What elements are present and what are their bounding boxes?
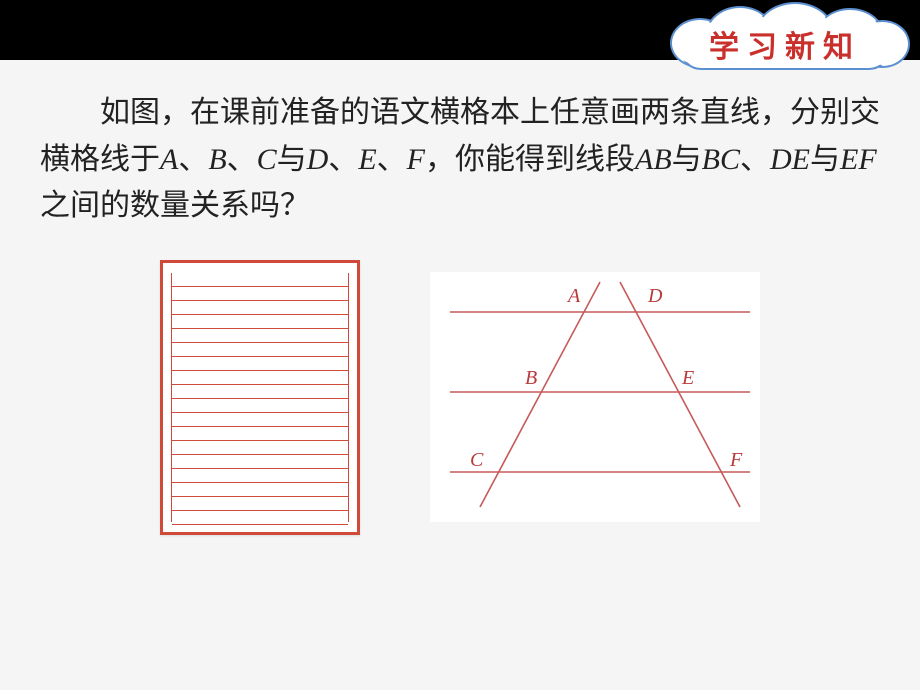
with2: 与 <box>672 143 702 176</box>
with: 与 <box>277 143 307 176</box>
notebook-line <box>172 371 348 385</box>
notebook-line <box>172 343 348 357</box>
with3: 与 <box>810 143 840 176</box>
notebook-line <box>172 315 348 329</box>
text-part2: ，你能得到线段 <box>425 143 635 176</box>
svg-text:C: C <box>470 449 484 471</box>
notebook-line <box>172 455 348 469</box>
figures-row: A D B E C F <box>40 260 880 535</box>
svg-text:B: B <box>525 367 537 389</box>
notebook-line <box>172 273 348 287</box>
label-E: E <box>358 143 376 176</box>
top-bar: 学习新知 <box>0 0 920 60</box>
badge-cloud: 学习新知 <box>670 6 900 76</box>
notebook-line <box>172 483 348 497</box>
notebook-line <box>172 497 348 511</box>
content-area: 如图，在课前准备的语文横格本上任意画两条直线，分别交横格线于A、B、C与D、E、… <box>0 60 920 535</box>
main-paragraph: 如图，在课前准备的语文横格本上任意画两条直线，分别交横格线于A、B、C与D、E、… <box>40 90 880 230</box>
notebook-line <box>172 413 348 427</box>
svg-text:D: D <box>647 285 663 307</box>
label-A: A <box>160 143 178 176</box>
label-AB: AB <box>635 143 672 176</box>
notebook-line <box>172 511 348 525</box>
notebook-line <box>172 301 348 315</box>
sep4: 、 <box>377 143 407 176</box>
text-part3: 之间的数量关系吗？ <box>40 189 310 222</box>
badge-text: 学习新知 <box>670 22 900 66</box>
notebook-line <box>172 385 348 399</box>
notebook-line <box>172 427 348 441</box>
label-B: B <box>208 143 226 176</box>
notebook-line <box>172 329 348 343</box>
notebook-line <box>172 357 348 371</box>
sep1: 、 <box>178 143 208 176</box>
svg-text:E: E <box>681 367 694 389</box>
diagram-svg: A D B E C F <box>430 272 760 522</box>
label-BC: BC <box>702 143 740 176</box>
sep3: 、 <box>328 143 358 176</box>
label-C: C <box>257 143 277 176</box>
svg-text:F: F <box>729 449 743 471</box>
label-F: F <box>407 143 425 176</box>
notebook-line <box>172 399 348 413</box>
notebook-line <box>172 287 348 301</box>
diagram-figure: A D B E C F <box>430 272 760 522</box>
notebook-figure <box>160 260 360 535</box>
label-D: D <box>307 143 329 176</box>
notebook-line <box>172 441 348 455</box>
sep2: 、 <box>227 143 257 176</box>
sep5: 、 <box>740 143 770 176</box>
notebook-line <box>172 469 348 483</box>
svg-text:A: A <box>566 285 581 307</box>
label-EF: EF <box>840 143 877 176</box>
notebook-lines <box>171 273 349 522</box>
label-DE: DE <box>770 143 810 176</box>
